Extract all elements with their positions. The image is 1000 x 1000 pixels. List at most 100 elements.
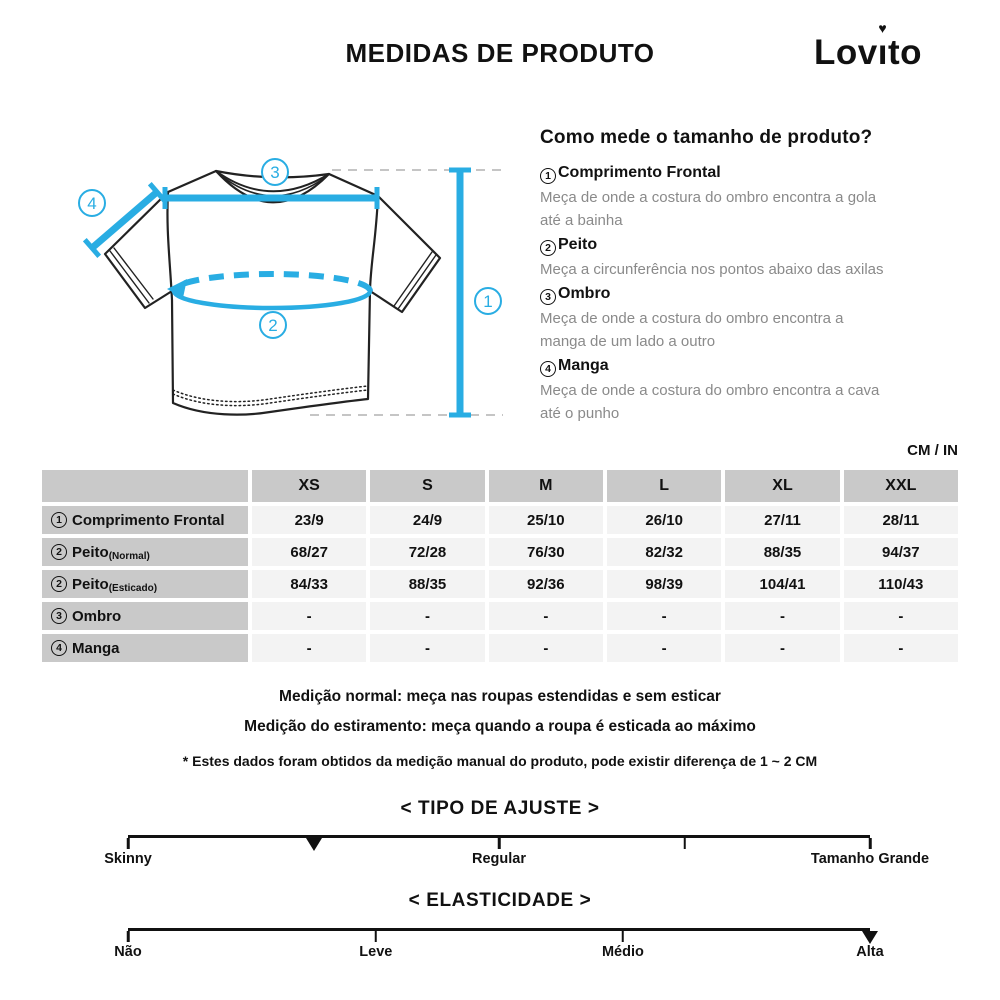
heart-icon: ♥ (878, 20, 888, 36)
row-label: 3 Ombro (42, 602, 248, 630)
scale-label: Tamanho Grande (810, 851, 930, 867)
value-cell: 27/11 (725, 506, 840, 534)
badge-2: 2 (268, 316, 277, 335)
measure-desc: Meça de onde a costura do ombro encontra… (540, 382, 880, 422)
measure-line-sleeve (89, 189, 160, 251)
scale-tick (683, 838, 686, 849)
brand-text-pre: Lov (813, 33, 878, 72)
fit-scale: Skinny Regular Tamanho Grande (104, 835, 929, 871)
scale-tick (126, 838, 130, 849)
value-cell: - (252, 634, 367, 662)
right-cuff-stitch-2 (393, 251, 433, 307)
scale-tick (126, 931, 130, 942)
value-cell: 94/37 (843, 538, 958, 566)
table-corner-cell (42, 470, 248, 502)
note-line-1: Medição normal: meça nas roupas estendid… (279, 688, 721, 705)
scale-marker-triangle (305, 838, 322, 851)
scale-label: Regular (472, 851, 526, 867)
hem-stitch-1 (172, 385, 369, 403)
measure-desc: Meça de onde a costura do ombro encontra… (540, 310, 844, 350)
measure-chest-ellipse-bottom (171, 290, 373, 311)
disclaimer-note: * Estes dados foram obtidos da medição m… (182, 753, 818, 769)
value-cell: - (725, 602, 840, 630)
badge-4: 4 (87, 194, 96, 213)
value-cell: 25/10 (488, 506, 603, 534)
size-diagram: 3 4 2 1 (78, 158, 503, 418)
item-number: 4 (540, 361, 556, 377)
hem-stitch-2 (172, 389, 369, 407)
elasticity-scale: Não Leve Médio Alta (114, 928, 884, 964)
note-line-2: Medição do estiramento: meça quando a ro… (244, 718, 756, 735)
instructions-heading: Como mede o tamanho de produto? (540, 127, 873, 148)
value-cell: - (843, 602, 958, 630)
value-cell: - (843, 634, 958, 662)
column-header: XS (252, 470, 367, 502)
badge-circle-3 (261, 158, 289, 186)
item-number: 3 (540, 289, 556, 305)
value-cell: 98/39 (607, 570, 722, 598)
scale-label: Skinny (104, 851, 152, 867)
value-cell: 88/35 (370, 570, 485, 598)
page-title: MEDIDAS DE PRODUTO (345, 38, 655, 68)
measure-name: Peito (558, 236, 598, 253)
elasticity-scale-labels: Não Leve Médio Alta (114, 944, 883, 964)
fit-scale-track (126, 835, 872, 851)
measure-cap (449, 167, 471, 418)
row-label: 4 Manga (42, 634, 248, 662)
tshirt-body (166, 169, 380, 416)
measure-name: Comprimento Frontal (558, 164, 721, 181)
brand-logo: Lov ♥ ıto (813, 21, 922, 73)
value-cell: - (370, 602, 485, 630)
measure-name: Ombro (558, 285, 611, 302)
value-cell: - (607, 634, 722, 662)
scale-label: Leve (359, 944, 393, 960)
scale-label: Alta (856, 944, 884, 960)
brand-text-i: ı (877, 33, 888, 72)
badge-3: 3 (270, 163, 279, 182)
chest-arrowhead (167, 279, 187, 298)
column-header: XL (725, 470, 840, 502)
value-cell: - (488, 634, 603, 662)
value-cell: - (488, 602, 603, 630)
scale-marker-triangle (862, 931, 878, 944)
measure-name: Manga (558, 357, 609, 374)
value-cell: 68/27 (252, 538, 367, 566)
scale-tick (868, 838, 872, 849)
value-cell: 104/41 (725, 570, 840, 598)
scale-tick (497, 838, 501, 849)
value-cell: - (370, 634, 485, 662)
row-label: 2 Peito (Normal) (42, 538, 248, 566)
left-cuff-stitch-1 (109, 250, 150, 304)
size-table: XS S M L XL XXL 1 Comprimento Frontal 23/… (42, 470, 958, 662)
scale-label: Médio (601, 944, 644, 960)
measure-instructions: Como mede o tamanho de produto? 1 Comprim… (540, 127, 1000, 425)
tshirt-outline-drawing (103, 169, 442, 416)
instruction-item: 4 Manga Meça de onde a costura do ombro e… (540, 353, 1000, 425)
scale-tick (374, 931, 378, 942)
column-header: L (607, 470, 722, 502)
value-cell: 28/11 (843, 506, 958, 534)
instruction-item: 2 Peito Meça a circunferência nos pontos … (540, 232, 1000, 281)
brand-text-post: to (887, 33, 922, 72)
value-cell: 24/9 (370, 506, 485, 534)
item-number: 2 (540, 240, 556, 256)
fit-scale-title: < TIPO DE AJUSTE > (400, 798, 600, 819)
right-cuff-stitch-1 (397, 254, 437, 310)
scale-tick (621, 931, 625, 942)
unit-label: CM / IN (907, 442, 958, 459)
value-cell: 23/9 (252, 506, 367, 534)
measure-desc: Meça a circunferência nos pontos abaixo … (540, 261, 884, 278)
elasticity-scale-track (126, 928, 878, 944)
column-header: XXL (843, 470, 958, 502)
value-cell: 82/32 (607, 538, 722, 566)
badge-circle-4 (78, 189, 106, 217)
badge-1: 1 (483, 292, 492, 311)
item-number: 1 (540, 168, 556, 184)
left-cuff-stitch-2 (113, 247, 154, 300)
value-cell: 110/43 (843, 570, 958, 598)
value-cell: 84/33 (252, 570, 367, 598)
measurement-notes: Medição normal: meça nas roupas estendid… (0, 682, 1000, 742)
value-cell: 26/10 (607, 506, 722, 534)
value-cell: - (252, 602, 367, 630)
value-cell: 88/35 (725, 538, 840, 566)
